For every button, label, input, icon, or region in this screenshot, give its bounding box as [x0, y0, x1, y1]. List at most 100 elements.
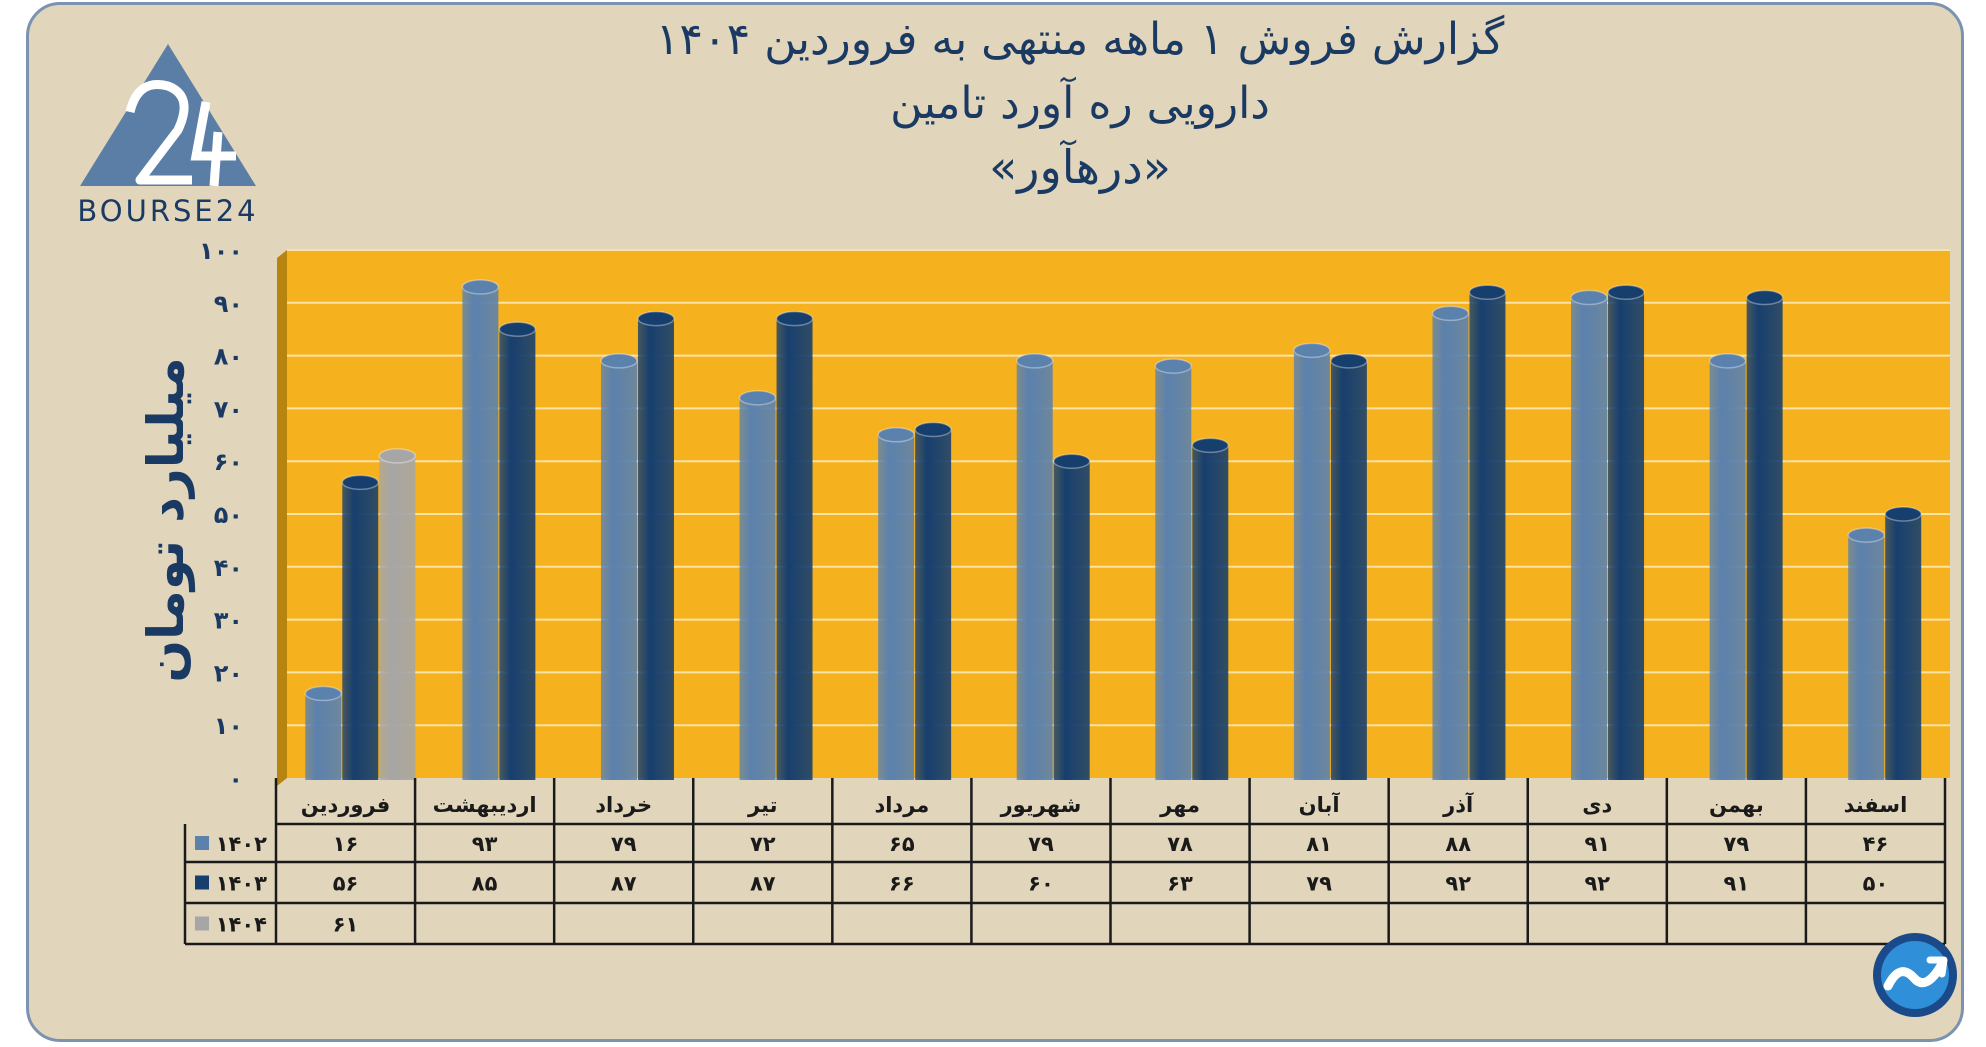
y-tick-label: ۷۰	[214, 395, 243, 423]
plot-side-wall	[277, 250, 287, 786]
y-tick-label: ۴۰	[214, 554, 243, 582]
bar-top	[1330, 353, 1368, 369]
bar-top	[775, 310, 814, 327]
bar-top	[1745, 289, 1784, 306]
bar-top	[1468, 284, 1507, 300]
legend-label: ۱۴۰۲	[216, 832, 267, 856]
x-tick-label: فروردین	[301, 793, 391, 817]
x-tick-label: مهر	[1159, 793, 1200, 817]
legend-label: ۱۴۰۳	[216, 872, 267, 896]
bar	[305, 693, 342, 780]
legend-swatch	[195, 836, 209, 850]
bar	[878, 434, 915, 780]
y-tick-label: ۱۰۰	[199, 237, 243, 265]
y-tick-label: ۶۰	[214, 448, 243, 476]
x-tick-label: اردیبهشت	[433, 793, 537, 817]
y-tick-label: ۵۰	[214, 501, 243, 529]
data-label: ۶۵	[889, 832, 915, 856]
y-tick-label: ۳۰	[214, 607, 243, 635]
bar-top	[1052, 453, 1091, 469]
data-label: ۹۱	[1724, 872, 1750, 896]
bar-top	[914, 421, 952, 438]
bar	[1432, 313, 1469, 780]
data-label: ۹۲	[1584, 872, 1610, 896]
bar	[1293, 350, 1330, 780]
data-label: ۶۶	[889, 872, 915, 896]
bourse24-logo	[80, 44, 256, 187]
bar	[1192, 445, 1229, 780]
bar-top	[461, 279, 500, 295]
bar	[1155, 366, 1192, 780]
bar-top	[498, 321, 537, 337]
data-label: ۷۹	[611, 832, 637, 856]
bar-top	[1431, 305, 1470, 322]
data-label: ۷۲	[750, 832, 776, 856]
bar-top	[341, 474, 380, 491]
bar	[915, 429, 952, 780]
bar	[1330, 360, 1367, 780]
x-tick-label: خرداد	[595, 793, 652, 817]
bar-top	[1015, 353, 1054, 369]
bar	[379, 455, 416, 780]
bar	[776, 318, 813, 780]
data-label: ۹۲	[1445, 872, 1471, 896]
bar	[462, 286, 499, 780]
data-label: ۸۱	[1306, 832, 1332, 856]
bar	[1571, 297, 1608, 780]
bar-top	[1708, 353, 1747, 369]
x-tick-label: اسفند	[1844, 793, 1908, 817]
bar-top	[1570, 289, 1608, 306]
legend-swatch	[195, 875, 209, 890]
y-tick-label: ۲۰	[214, 659, 243, 687]
bar	[342, 482, 379, 780]
y-tick-label: ۱۰	[214, 712, 243, 740]
bar-top	[637, 310, 675, 327]
bar	[1053, 461, 1090, 780]
bar-top	[1293, 342, 1331, 359]
bar-top	[1154, 358, 1193, 374]
bar	[600, 360, 637, 780]
data-label: ۱۶	[333, 832, 359, 856]
bar-top	[1847, 527, 1885, 543]
data-label: ۶۰	[1028, 872, 1054, 896]
bar	[739, 397, 776, 780]
company-ticker: «درهآور»	[989, 140, 1171, 194]
chart-title: گزارش فروش ۱ ماهه منتهی به فروردین ۱۴۰۴	[655, 14, 1505, 65]
x-tick-label: مرداد	[874, 793, 929, 817]
chart-subtitle: دارویی ره آورد تامین	[890, 78, 1270, 129]
bar-top	[1607, 284, 1645, 300]
data-label: ۹۳	[472, 832, 498, 856]
x-tick-label: شهریور	[1000, 793, 1082, 817]
bar	[1608, 292, 1645, 780]
x-tick-label: بهمن	[1709, 793, 1764, 817]
data-label: ۸۷	[750, 872, 776, 896]
data-label: ۶۱	[333, 913, 359, 937]
bar-top	[1191, 437, 1230, 454]
data-label: ۶۳	[1167, 872, 1193, 896]
bar	[1746, 297, 1783, 780]
data-label: ۷۹	[1306, 872, 1332, 896]
bar-top	[738, 390, 777, 406]
bar	[499, 329, 536, 780]
data-label: ۵۰	[1863, 872, 1889, 896]
bourse-badge-icon	[1873, 933, 1957, 1017]
logo-text: BOURSE24	[77, 194, 259, 228]
data-label: ۴۶	[1863, 832, 1889, 856]
x-tick-label: آبان	[1299, 792, 1341, 817]
bar	[1709, 360, 1746, 780]
data-label: ۷۸	[1167, 832, 1193, 856]
bar	[1885, 514, 1922, 780]
x-tick-label: دی	[1582, 793, 1612, 817]
bar	[1848, 535, 1885, 780]
bar	[1469, 292, 1506, 780]
x-tick-label: تیر	[747, 793, 778, 817]
bar-top	[1884, 506, 1922, 522]
bar	[637, 318, 674, 780]
data-label: ۹۱	[1584, 832, 1610, 856]
data-label: ۸۷	[611, 872, 637, 896]
data-label: ۸۵	[472, 872, 498, 896]
data-label: ۵۶	[333, 872, 359, 896]
y-tick-label: ۹۰	[214, 290, 243, 318]
x-tick-label: آذر	[1442, 792, 1474, 817]
